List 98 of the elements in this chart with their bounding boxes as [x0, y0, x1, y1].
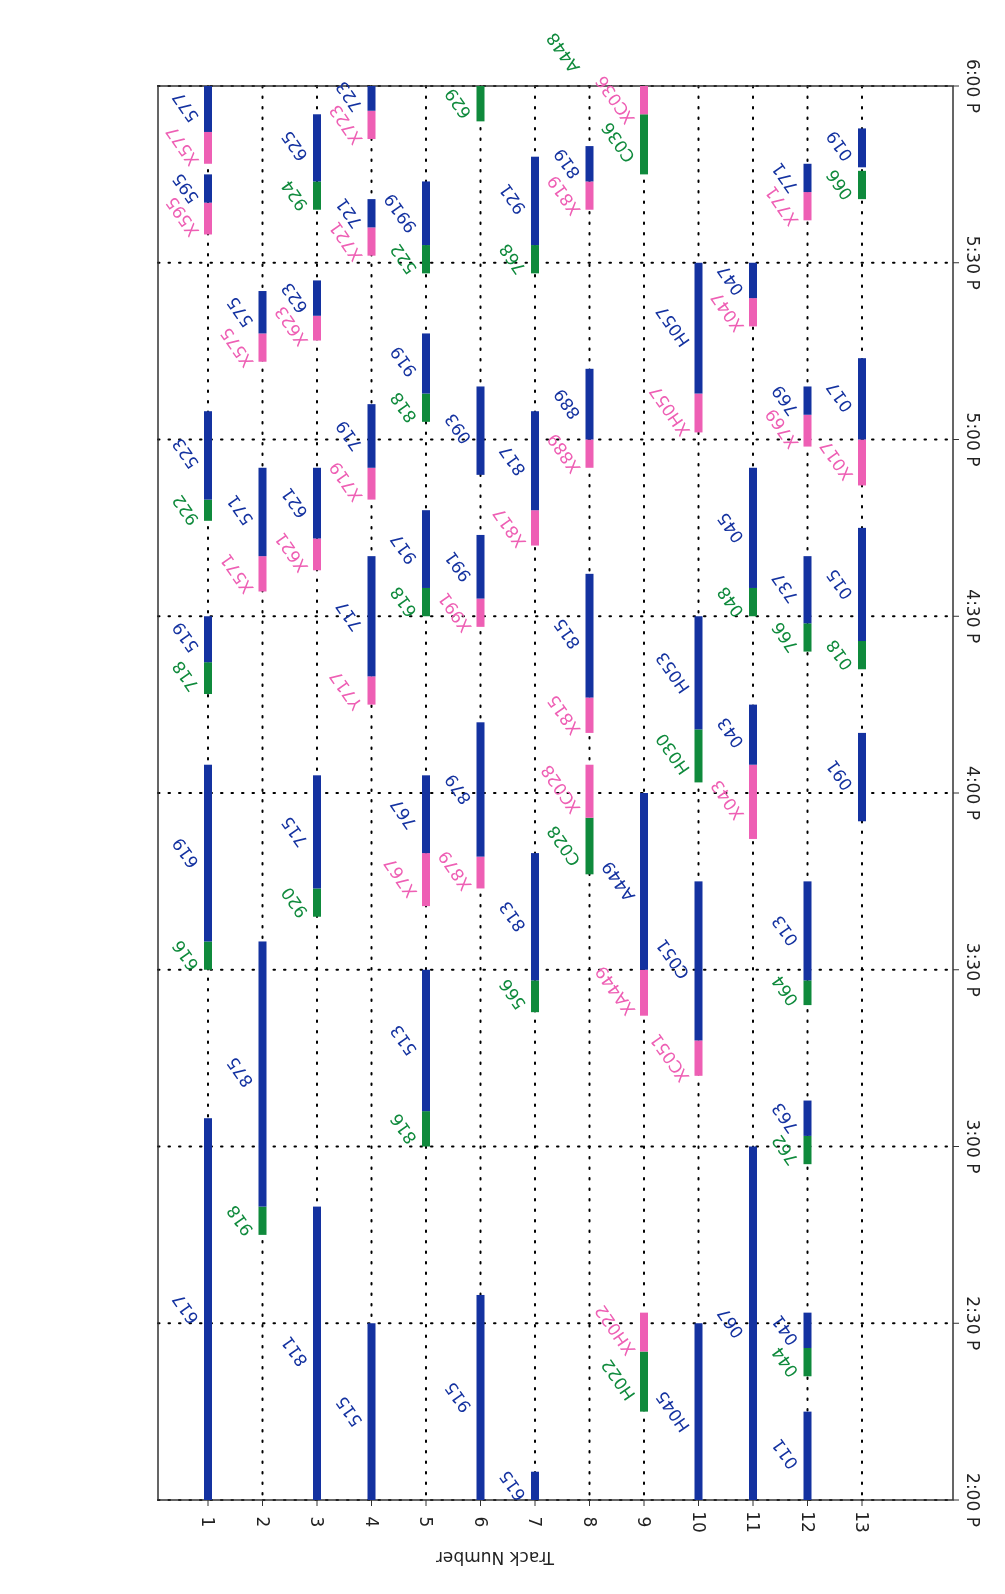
bar [803, 386, 812, 415]
y-tick-label: 2:00 P [963, 1473, 983, 1527]
bar [476, 856, 485, 889]
y-tick-label: 3:30 P [963, 942, 983, 997]
bar [803, 1411, 812, 1500]
annotation: 617 [167, 1290, 203, 1329]
bar [858, 527, 866, 641]
bar [476, 598, 485, 627]
annotation: 717 [331, 597, 367, 636]
y-tick-label: 4:30 P [963, 589, 983, 644]
bar [858, 128, 866, 168]
annotation: 577 [167, 88, 203, 127]
bar [367, 199, 376, 228]
annotation: 619 [167, 834, 203, 873]
x-tick-label: 6 [470, 1516, 491, 1528]
annotation: 067 [712, 1304, 748, 1343]
bar [858, 439, 866, 486]
bar [204, 174, 212, 203]
x-tick-label: 1 [198, 1516, 218, 1528]
x-tick-label: 7 [525, 1516, 545, 1528]
x-tick-label: 2 [252, 1516, 273, 1528]
bar [204, 131, 212, 164]
bar [313, 181, 321, 210]
bar [858, 732, 866, 822]
annotation: 629 [440, 84, 476, 123]
bar [367, 676, 376, 705]
x-tick-label: 9 [634, 1516, 654, 1528]
bar [367, 227, 376, 256]
bar [640, 1312, 648, 1352]
bar [749, 467, 757, 588]
bar [313, 467, 321, 539]
bar [694, 393, 703, 433]
bar [803, 623, 812, 652]
bar [204, 411, 212, 500]
x-tick-label: 12 [797, 1511, 818, 1533]
bar [531, 1471, 539, 1500]
annotation: 767 [385, 795, 421, 834]
bar [313, 775, 321, 889]
bar [531, 853, 539, 981]
bar [694, 1323, 703, 1500]
bar [585, 764, 594, 818]
x-tick-label: 13 [852, 1511, 872, 1533]
bar [367, 1323, 376, 1500]
annotation: 917 [385, 530, 421, 569]
x-tick-label: 3 [307, 1516, 327, 1528]
bar [749, 298, 757, 327]
bar [204, 1118, 212, 1500]
bar [694, 262, 703, 394]
y-tick-label: 3:00 P [963, 1119, 983, 1174]
bar [476, 722, 485, 857]
x-tick-label: 8 [579, 1516, 600, 1528]
bar [803, 163, 812, 193]
bar [313, 538, 321, 571]
bar [367, 556, 376, 677]
bar [803, 881, 812, 981]
bar [803, 556, 812, 624]
bar [313, 280, 321, 316]
bar [313, 1206, 321, 1500]
bar [803, 1100, 812, 1136]
bar [694, 616, 703, 730]
x-axis-title: Track Number [435, 1548, 556, 1568]
bar [749, 704, 757, 765]
annotation: 017 [821, 378, 857, 417]
bar [367, 467, 376, 500]
bar [204, 616, 212, 663]
x-tick-label: 10 [688, 1511, 709, 1533]
annotation: 625 [276, 127, 312, 166]
bar [476, 534, 485, 599]
bar [640, 86, 648, 115]
bar [749, 1146, 757, 1500]
y-tick-label: 5:00 P [963, 412, 983, 467]
bar [313, 114, 321, 182]
y-tick-label: 4:00 P [963, 766, 983, 820]
bar [367, 86, 376, 111]
annotation: 737 [767, 568, 803, 607]
x-tick-label: 4 [361, 1516, 382, 1528]
bar [531, 156, 539, 246]
bar [803, 192, 812, 221]
bar [204, 86, 212, 132]
bar [367, 404, 376, 468]
bar [694, 881, 703, 1041]
bar [749, 764, 757, 839]
y-tick-label: 5:30 P [963, 235, 983, 290]
bar [313, 315, 321, 341]
bar [204, 764, 212, 942]
annotation: 817 [494, 441, 530, 480]
bar [803, 414, 812, 447]
bar [803, 1312, 812, 1348]
bar [476, 1294, 485, 1500]
bar [531, 510, 539, 546]
bar [749, 262, 757, 299]
bar [858, 358, 866, 440]
bar [531, 411, 539, 511]
x-tick-label: 5 [416, 1516, 436, 1528]
y-tick-label: 6:00 P [963, 59, 983, 113]
bar [694, 1040, 703, 1076]
y-tick-label: 2:30 P [963, 1296, 983, 1351]
x-tick-label: 11 [743, 1511, 763, 1533]
